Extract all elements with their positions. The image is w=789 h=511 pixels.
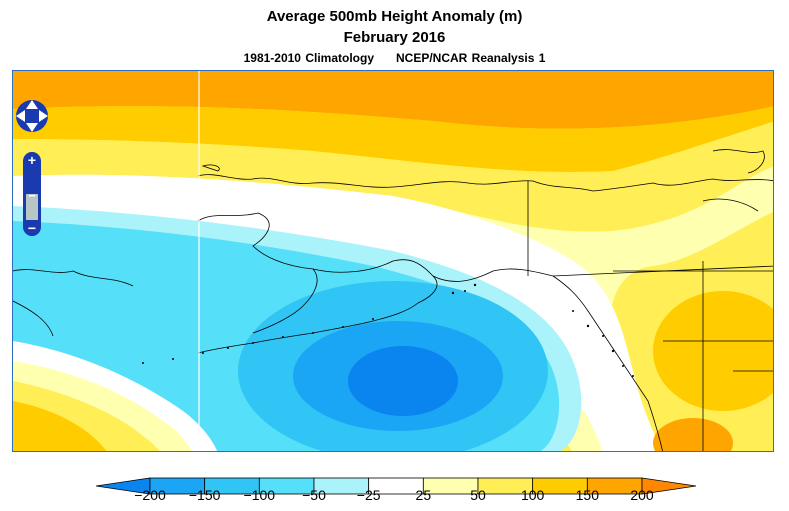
pan-left-icon[interactable]: [16, 110, 25, 122]
anomaly-fill-50b: [13, 126, 773, 232]
pan-up-icon[interactable]: [26, 100, 38, 109]
zoom-in-icon[interactable]: +: [28, 152, 36, 168]
source-label: NCEP/NCAR Reanalysis 1: [396, 51, 546, 65]
climatology-label: 1981-2010 Climatology: [243, 51, 374, 65]
legend-label: −50: [302, 487, 326, 503]
map-navigation[interactable]: + − −: [14, 90, 50, 240]
legend-label: 150: [575, 487, 600, 503]
map-subtitle: 1981-2010 Climatology NCEP/NCAR Reanalysi…: [0, 51, 789, 65]
anomaly-map[interactable]: [12, 70, 774, 452]
pan-down-icon[interactable]: [26, 123, 38, 132]
zoom-out-button[interactable]: [24, 220, 40, 236]
pan-right-icon[interactable]: [39, 110, 48, 122]
zoom-mid-icon: −: [28, 188, 36, 203]
map-canvas[interactable]: [13, 71, 774, 452]
legend-label: 25: [415, 487, 432, 503]
map-title: Average 500mb Height Anomaly (m): [266, 8, 523, 25]
anomaly-fill-100: [13, 106, 773, 172]
zoom-out-icon[interactable]: −: [28, 220, 36, 236]
legend-label: 200: [630, 487, 654, 503]
map-period: February 2016: [343, 29, 446, 46]
coastlines: [13, 149, 773, 451]
legend-label: 100: [520, 487, 545, 503]
zoom-slider-handle[interactable]: [26, 194, 38, 220]
legend-label: −100: [243, 487, 276, 503]
legend-label: −200: [134, 487, 166, 503]
anomaly-fill-100-east: [653, 291, 773, 411]
pan-control[interactable]: [16, 100, 48, 132]
legend-colorbar: [96, 477, 696, 495]
legend-swatch-max: [641, 477, 696, 495]
legend-label: −150: [188, 487, 221, 503]
anomaly-fill-150-se: [653, 418, 733, 451]
legend-label: 50: [470, 487, 486, 503]
coastal-islands: [142, 283, 634, 377]
anomaly-fill-100-sw: [13, 401, 107, 451]
anomaly-fill-minus200: [348, 346, 458, 416]
anomaly-fill-150: [13, 71, 773, 129]
legend-label: −25: [356, 487, 381, 503]
zoom-in-button[interactable]: [24, 152, 40, 168]
